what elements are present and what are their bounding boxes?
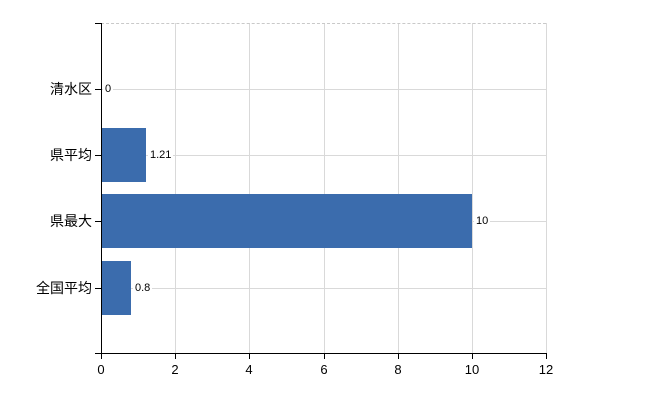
- x-axis-tick-label: 0: [97, 362, 105, 377]
- x-axis-tick-label: 12: [538, 362, 554, 377]
- x-axis-tick-label: 10: [464, 362, 480, 377]
- x-axis-tick: [546, 353, 547, 359]
- gridline-vertical: [546, 23, 547, 353]
- x-axis-tick: [324, 353, 325, 359]
- y-axis-tick: [95, 89, 101, 90]
- y-axis-category-label: 全国平均: [36, 280, 92, 296]
- y-axis-tick: [95, 353, 101, 354]
- gridline-vertical: [398, 23, 399, 353]
- y-axis-tick: [95, 23, 101, 24]
- x-axis-tick: [472, 353, 473, 359]
- bar: [101, 128, 146, 182]
- gridline-vertical: [249, 23, 250, 353]
- x-axis-tick-label: 4: [245, 362, 253, 377]
- gridline-vertical: [472, 23, 473, 353]
- x-axis-tick-label: 6: [320, 362, 328, 377]
- x-axis-tick-label: 8: [394, 362, 402, 377]
- gridline-horizontal: [101, 89, 546, 90]
- bar-data-label: 0: [103, 82, 114, 96]
- bar: [101, 261, 131, 315]
- x-axis-tick: [398, 353, 399, 359]
- gridline-horizontal: [101, 288, 546, 289]
- x-axis-tick: [101, 353, 102, 359]
- gridline-vertical: [324, 23, 325, 353]
- y-axis-tick: [95, 221, 101, 222]
- y-axis-tick: [95, 288, 101, 289]
- bar-data-label: 10: [474, 214, 491, 228]
- gridline-vertical: [175, 23, 176, 353]
- x-axis-tick-label: 2: [171, 362, 179, 377]
- gridline-horizontal: [101, 155, 546, 156]
- y-axis-category-label: 県平均: [50, 147, 92, 163]
- x-axis-tick: [175, 353, 176, 359]
- bar: [101, 194, 472, 248]
- x-axis-tick: [249, 353, 250, 359]
- plot-top-border: [101, 23, 546, 24]
- y-axis-category-label: 県最大: [50, 213, 92, 229]
- bar-data-label: 1.21: [148, 148, 174, 162]
- bar-data-label: 0.8: [133, 281, 153, 295]
- y-axis-line: [101, 23, 102, 354]
- y-axis-tick: [95, 155, 101, 156]
- y-axis-category-label: 清水区: [50, 81, 92, 97]
